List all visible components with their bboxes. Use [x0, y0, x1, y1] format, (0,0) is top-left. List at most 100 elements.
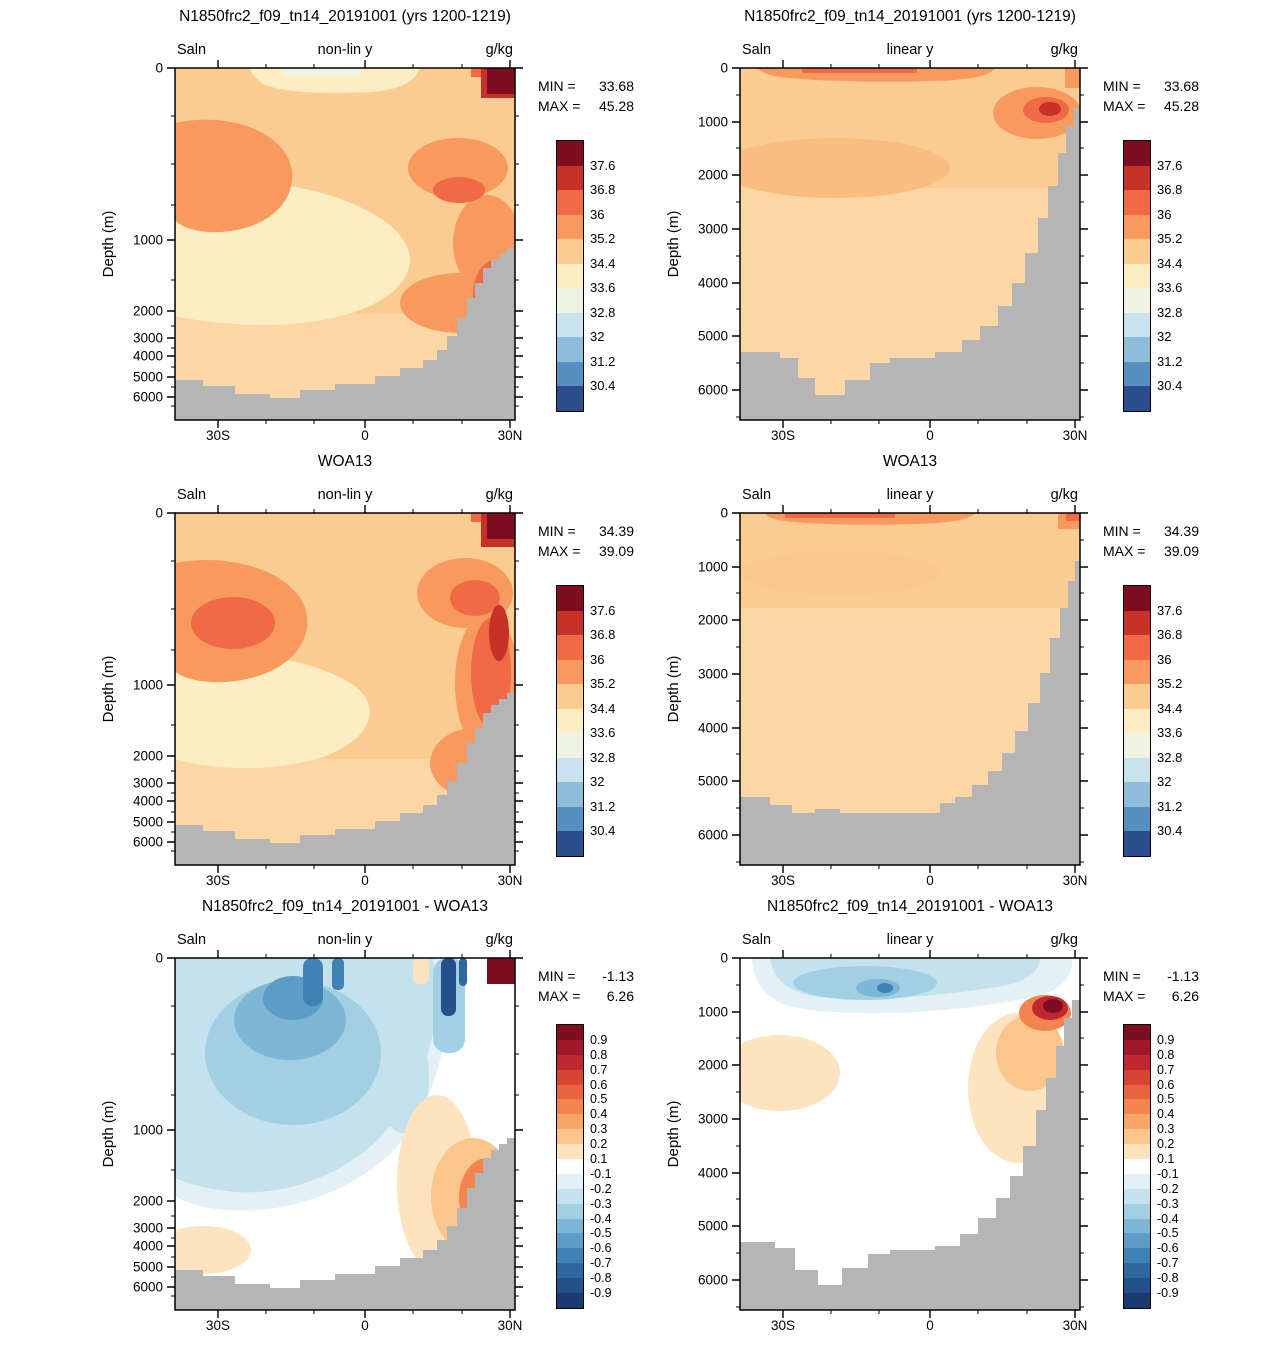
colorbar-cell: -0.8 — [557, 1263, 612, 1285]
colorbar-tick-label: -0.3 — [1157, 1196, 1179, 1211]
bathymetry-mask — [740, 108, 1080, 420]
units-label: g/kg — [486, 487, 513, 503]
panel-plot-diff-nonlin: Saln non-lin y g/kg — [100, 932, 523, 1333]
colorbar-tick-label: 37.6 — [1157, 157, 1183, 173]
colorbar-tick-label: 0.3 — [590, 1122, 608, 1137]
axis-tick-labels: 0 1000 2000 3000 4000 5000 6000 30S 0 30… — [698, 61, 1087, 444]
panel-title: N1850frc2_f09_tn14_20191001 - WOA13 — [201, 898, 489, 915]
colorbar-tick-label: 31.2 — [590, 353, 616, 369]
svg-text:30N: 30N — [1063, 428, 1088, 443]
max-value: 45.28 — [1163, 98, 1199, 114]
colorbar-tick-label: -0.3 — [590, 1196, 612, 1211]
max-salinity-cell — [487, 513, 515, 539]
units-label: g/kg — [1051, 932, 1078, 948]
field-label: Saln — [742, 932, 771, 948]
depth-axis-label: Depth (m) — [100, 656, 117, 723]
panel-plot-diff-linear: Saln linear y g/kg 0 1000 2000 — [665, 932, 1088, 1333]
colorbar-cell — [557, 831, 583, 857]
minmax-annotation: MIN = 33.68 MAX = 45.28 — [538, 76, 634, 116]
svg-text:6000: 6000 — [698, 1273, 728, 1288]
svg-text:0: 0 — [926, 428, 934, 443]
min-label: MIN = — [538, 523, 576, 539]
colorbar-cell: 36 — [1124, 190, 1171, 221]
panel-title: WOA13 — [317, 453, 373, 470]
svg-text:30N: 30N — [498, 1318, 523, 1333]
colorbar-tick-label: 32.8 — [590, 304, 616, 320]
colorbar-tick-label: -0.2 — [590, 1181, 612, 1196]
svg-text:3000: 3000 — [698, 222, 728, 237]
max-value: 45.28 — [598, 98, 634, 114]
svg-text:30S: 30S — [206, 873, 230, 888]
plot-border — [174, 957, 516, 1311]
plot-border — [739, 512, 1081, 866]
colorbar-salinity: 37.6 36.8 36 35.2 34.4 33.6 32.8 32 31.2 30.4 — [1123, 140, 1182, 412]
svg-text:1000: 1000 — [133, 1123, 163, 1138]
colorbar-cell: 0.8 — [557, 1039, 607, 1062]
colorbar-cell: 32 — [557, 312, 604, 344]
colorbar-tick-label: 36 — [1157, 206, 1172, 222]
max-label: MAX = — [1103, 988, 1146, 1004]
colorbar-cell: 32 — [1124, 312, 1171, 344]
max-value: 6.26 — [1171, 988, 1199, 1004]
colorbar-tick-label: 30.4 — [590, 378, 616, 394]
colorbar-cell: 32.8 — [1124, 288, 1182, 319]
panel-plot-model-linear: Saln linear y g/kg 0 1000 2000 3000 400 — [665, 42, 1088, 444]
yscale-label: linear y — [887, 932, 934, 948]
colorbar-tick-label: 33.6 — [590, 280, 616, 296]
min-label: MIN = — [1103, 523, 1141, 539]
svg-text:2000: 2000 — [698, 1058, 728, 1073]
min-value: -1.13 — [602, 968, 634, 984]
colorbar-cell: 31.2 — [1124, 337, 1182, 368]
colorbar-cell: 0.2 — [1124, 1129, 1174, 1151]
panel-title: N1850frc2_f09_tn14_20191001 (yrs 1200-12… — [744, 8, 1076, 25]
colorbar-cell: 37.6 — [1124, 141, 1182, 172]
colorbar-tick-label: 30.4 — [590, 823, 616, 839]
colorbar-tick-label: -0.9 — [590, 1286, 612, 1301]
svg-text:30S: 30S — [771, 428, 795, 443]
max-value: 39.09 — [598, 543, 634, 559]
bathymetry-mask — [175, 1138, 515, 1310]
colorbar-tick-label: 0.2 — [590, 1137, 608, 1152]
colorbar-tick-label: 0.3 — [1157, 1122, 1175, 1137]
svg-text:0: 0 — [155, 951, 163, 966]
colorbar-cell: 30.4 — [557, 361, 615, 393]
min-label: MIN = — [538, 78, 576, 94]
colorbar-tick-label: -0.7 — [1157, 1256, 1179, 1271]
svg-text:2000: 2000 — [698, 613, 728, 628]
colorbar-cell: 33.6 — [557, 708, 615, 740]
colorbar-cell — [1124, 386, 1150, 412]
colorbar-cell: 32.8 — [557, 733, 615, 764]
panel-title: WOA13 — [882, 453, 938, 470]
colorbar-tick-label: 37.6 — [590, 602, 616, 618]
colorbar-cell: 36.8 — [1124, 165, 1182, 197]
max-salinity-cell — [487, 68, 515, 94]
max-label: MAX = — [1103, 543, 1146, 559]
colorbar-tick-label: 0.4 — [1157, 1107, 1175, 1122]
max-label: MAX = — [538, 98, 581, 114]
colorbar-tick-label: 36 — [1157, 651, 1172, 667]
colorbar-tick-label: 0.4 — [590, 1107, 608, 1122]
axis-tick-labels: 0 1000 2000 3000 4000 5000 6000 30S 0 30… — [698, 506, 1087, 889]
colorbar-tick-label: -0.4 — [590, 1211, 612, 1226]
max-difference-cell — [487, 958, 515, 984]
colorbar-cell: 30.4 — [557, 806, 615, 838]
colorbar-cell: -0.5 — [557, 1218, 612, 1240]
colorbar-cell: -0.6 — [557, 1233, 612, 1255]
colorbar-cell: 35.2 — [1124, 659, 1182, 691]
colorbar-cell: -0.4 — [1124, 1203, 1179, 1226]
colorbar-cell: -0.7 — [557, 1248, 612, 1270]
colorbar-cell: 0.4 — [1124, 1099, 1174, 1121]
colorbar-tick-label: 36 — [590, 206, 605, 222]
min-value: 33.68 — [598, 78, 634, 94]
colorbar-cell: -0.6 — [1124, 1233, 1179, 1255]
colorbar-tick-label: -0.6 — [590, 1241, 612, 1256]
colorbar-cell: 35.2 — [557, 659, 615, 691]
colorbar-tick-label: 32 — [1157, 774, 1172, 790]
minmax-annotation: MIN = -1.13 MAX = 6.26 — [538, 966, 634, 1006]
svg-text:3000: 3000 — [698, 1112, 728, 1127]
depth-axis-label: Depth (m) — [100, 1101, 117, 1168]
colorbar-cell: 36 — [557, 635, 604, 666]
colorbar-cell: 0.5 — [1124, 1084, 1174, 1106]
svg-text:0: 0 — [361, 873, 369, 888]
colorbar-tick-label: -0.5 — [1157, 1226, 1179, 1241]
